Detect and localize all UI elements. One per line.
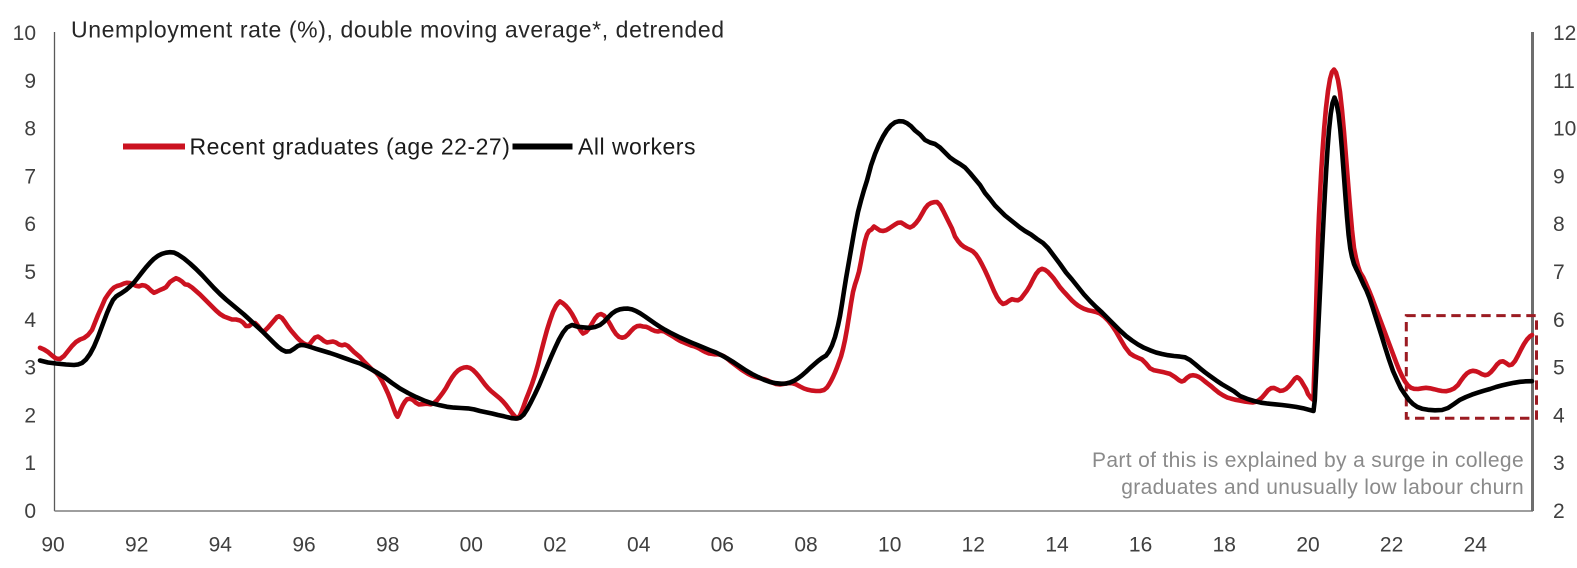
svg-text:96: 96 [292, 534, 315, 557]
svg-text:2: 2 [24, 404, 36, 427]
svg-text:00: 00 [460, 534, 483, 557]
svg-text:2: 2 [1553, 500, 1565, 523]
svg-text:0: 0 [24, 500, 36, 523]
svg-text:graduates and unusually low la: graduates and unusually low labour churn [1121, 476, 1524, 499]
svg-text:10: 10 [878, 534, 901, 557]
svg-text:11: 11 [1553, 70, 1575, 93]
svg-text:3: 3 [1553, 452, 1565, 475]
svg-text:9: 9 [24, 70, 36, 93]
svg-text:98: 98 [376, 534, 399, 557]
svg-text:Unemployment rate (%), double: Unemployment rate (%), double moving ave… [71, 17, 725, 43]
svg-text:18: 18 [1213, 534, 1236, 557]
svg-text:Recent graduates (age 22-27): Recent graduates (age 22-27) [190, 134, 511, 160]
svg-text:5: 5 [24, 261, 36, 284]
svg-text:5: 5 [1553, 357, 1565, 380]
svg-text:7: 7 [24, 165, 36, 188]
svg-text:92: 92 [125, 534, 148, 557]
svg-text:All workers: All workers [578, 134, 696, 160]
svg-text:Part of this is explained by a: Part of this is explained by a surge in … [1092, 449, 1524, 472]
svg-text:12: 12 [962, 534, 985, 557]
svg-text:24: 24 [1464, 534, 1488, 557]
svg-text:90: 90 [41, 534, 64, 557]
svg-text:22: 22 [1380, 534, 1403, 557]
svg-text:08: 08 [794, 534, 817, 557]
svg-text:20: 20 [1296, 534, 1319, 557]
svg-text:8: 8 [1553, 213, 1565, 236]
svg-text:94: 94 [209, 534, 233, 557]
svg-text:02: 02 [543, 534, 566, 557]
svg-text:16: 16 [1129, 534, 1152, 557]
svg-text:06: 06 [711, 534, 734, 557]
svg-text:14: 14 [1045, 534, 1069, 557]
svg-text:3: 3 [24, 357, 36, 380]
svg-text:12: 12 [1553, 22, 1576, 45]
svg-text:1: 1 [24, 452, 36, 475]
svg-text:10: 10 [13, 22, 36, 45]
svg-text:4: 4 [24, 309, 36, 332]
svg-text:10: 10 [1553, 118, 1576, 141]
svg-text:9: 9 [1553, 165, 1565, 188]
svg-text:04: 04 [627, 534, 651, 557]
svg-text:6: 6 [1553, 309, 1565, 332]
svg-text:7: 7 [1553, 261, 1565, 284]
svg-text:8: 8 [24, 118, 36, 141]
svg-text:4: 4 [1553, 404, 1565, 427]
svg-text:6: 6 [24, 213, 36, 236]
